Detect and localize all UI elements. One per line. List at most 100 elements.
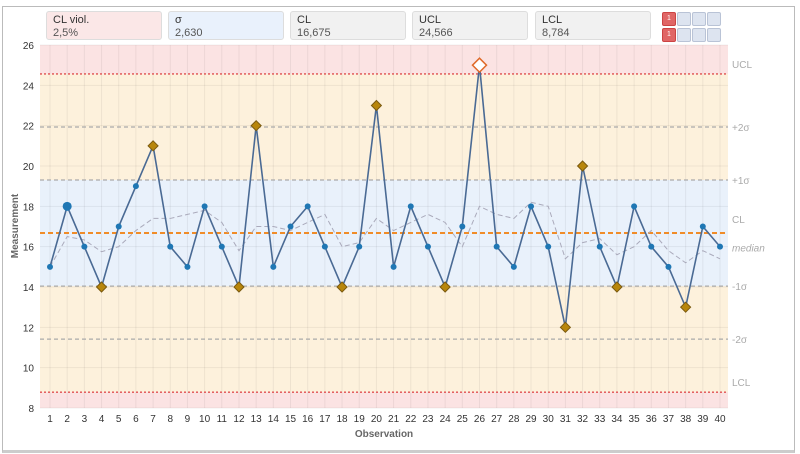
stat-card-lcl: LCL 8,784 <box>535 11 651 40</box>
violation-point-highlight <box>471 57 488 74</box>
violation-point <box>336 281 348 293</box>
data-point <box>424 243 431 250</box>
data-point <box>493 243 500 250</box>
stat-card-cl: CL 16,675 <box>290 11 406 40</box>
x-tick-label: 20 <box>371 414 383 425</box>
x-tick-label: 13 <box>251 414 263 425</box>
stat-card-ucl: UCL 24,566 <box>412 11 528 40</box>
y-tick-label: 22 <box>23 122 35 133</box>
x-tick-label: 38 <box>680 414 692 425</box>
data-point <box>717 243 723 250</box>
y-tick-label: 8 <box>28 404 34 415</box>
data-point <box>287 223 294 230</box>
x-tick-label: 32 <box>577 414 589 425</box>
data-point <box>270 263 277 270</box>
x-tick-label: 17 <box>319 414 331 425</box>
stat-card-cl-viol-: CL viol. 2,5% <box>46 11 162 40</box>
x-tick-label: 9 <box>185 414 191 425</box>
violation-point <box>559 321 572 334</box>
toggle-button-4[interactable] <box>707 12 721 26</box>
violation-point <box>147 140 159 152</box>
data-point <box>132 183 139 190</box>
y-tick-label: 18 <box>23 202 35 213</box>
data-point <box>407 203 414 210</box>
toggle-button-5[interactable]: 1 <box>662 28 676 42</box>
toggle-button-6[interactable] <box>677 28 691 42</box>
violation-point <box>611 281 623 293</box>
x-tick-label: 21 <box>388 414 400 425</box>
data-point <box>167 243 174 250</box>
x-tick-label: 14 <box>268 414 280 425</box>
data-point <box>47 263 53 270</box>
x-tick-label: 18 <box>336 414 348 425</box>
data-point <box>356 243 363 250</box>
toggle-button-7[interactable] <box>692 28 706 42</box>
x-tick-label: 19 <box>354 414 366 425</box>
stat-value: 16,675 <box>297 27 331 39</box>
x-tick-label: 7 <box>150 414 156 425</box>
toggle-button-1[interactable]: 1 <box>662 12 676 26</box>
toggle-button-2[interactable] <box>677 12 691 26</box>
violation-point <box>679 301 692 313</box>
x-tick-label: 27 <box>491 414 503 425</box>
limit-label-p2: +2σ <box>732 123 750 134</box>
limit-label-m1: -1σ <box>732 282 748 293</box>
x-tick-label: 31 <box>560 414 572 425</box>
data-point <box>510 263 517 270</box>
limit-label-ucl: UCL <box>732 60 752 71</box>
stat-label: LCL <box>542 14 563 26</box>
y-tick-label: 24 <box>23 81 35 92</box>
data-point <box>390 263 397 270</box>
stat-value: 2,630 <box>175 27 203 39</box>
x-tick-label: 24 <box>440 414 452 425</box>
moving-average-line <box>49 201 721 268</box>
data-point <box>218 243 225 250</box>
limit-label-p1: +1σ <box>732 176 750 187</box>
data-point <box>81 243 88 250</box>
x-tick-label: 23 <box>422 414 434 425</box>
y-tick-label: 12 <box>23 323 35 334</box>
stat-label: CL viol. <box>53 14 90 26</box>
data-point <box>62 201 72 211</box>
violation-point <box>95 281 108 293</box>
x-tick-label: 6 <box>133 414 139 425</box>
data-point <box>631 203 638 210</box>
x-tick-label: 16 <box>302 414 314 425</box>
stat-label: UCL <box>419 14 442 26</box>
x-tick-label: 35 <box>629 414 641 425</box>
y-tick-label: 16 <box>23 243 35 254</box>
stat-label: σ <box>175 14 182 26</box>
x-tick-label: 36 <box>646 414 658 425</box>
limit-label-lcl: LCL <box>732 378 751 389</box>
data-point <box>528 203 535 210</box>
stat-label: CL <box>297 14 312 26</box>
toggle-button-3[interactable] <box>692 12 706 26</box>
x-tick-label: 10 <box>199 414 211 425</box>
violation-point <box>370 99 383 112</box>
data-point <box>321 243 328 250</box>
x-tick-label: 30 <box>543 414 555 425</box>
x-tick-label: 12 <box>233 414 245 425</box>
y-tick-label: 20 <box>23 162 35 173</box>
stat-value: 8,784 <box>542 27 570 39</box>
data-point <box>665 263 672 270</box>
series-line <box>49 65 721 328</box>
data-point <box>184 263 191 270</box>
stat-card-σ: σ 2,630 <box>168 11 284 40</box>
x-tick-label: 28 <box>508 414 520 425</box>
toggle-button-8[interactable] <box>707 28 721 42</box>
data-point <box>648 243 655 250</box>
limit-label-median: median <box>732 244 765 255</box>
data-point <box>304 203 311 210</box>
x-axis-title: Observation <box>355 429 413 440</box>
x-tick-label: 26 <box>474 414 486 425</box>
x-tick-label: 11 <box>217 414 228 425</box>
y-tick-label: 14 <box>23 283 35 294</box>
limit-label-m2: -2σ <box>732 335 748 346</box>
x-tick-label: 25 <box>457 414 469 425</box>
data-point <box>699 223 706 230</box>
x-tick-label: 4 <box>99 414 105 425</box>
x-tick-label: 15 <box>285 414 297 425</box>
x-tick-label: 37 <box>663 414 675 425</box>
violation-point <box>576 160 589 172</box>
